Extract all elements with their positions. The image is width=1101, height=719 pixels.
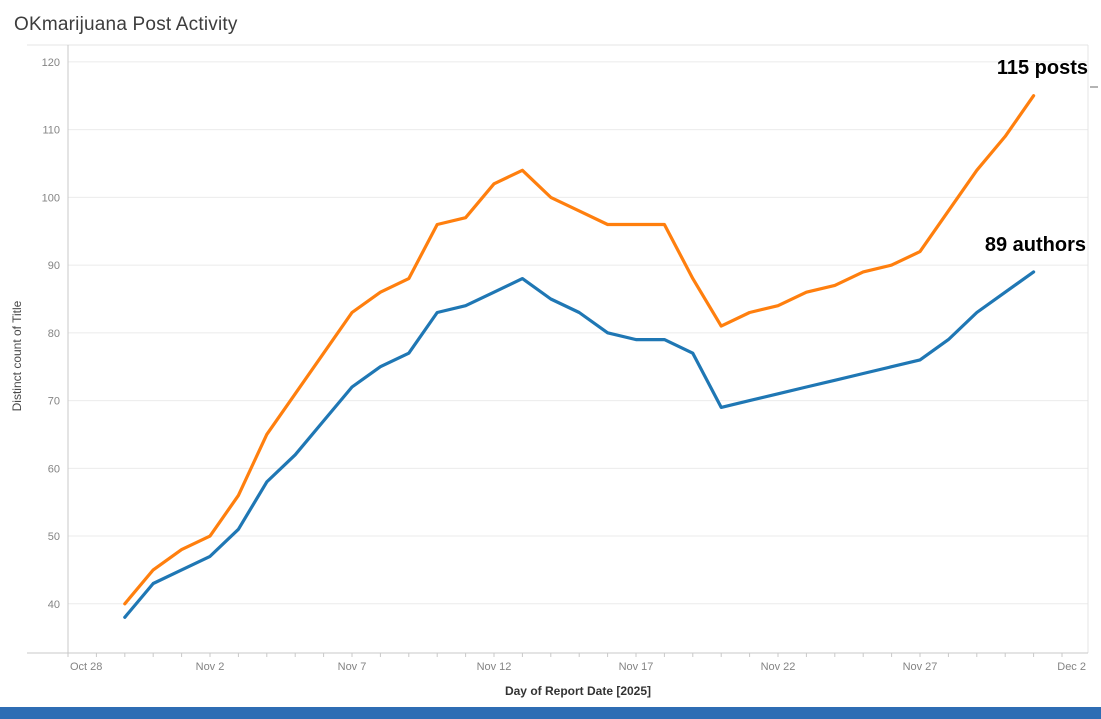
- gridlines: [68, 61, 1088, 605]
- authors-line: [123, 270, 1036, 619]
- y-tick-label: 90: [48, 260, 60, 272]
- y-axis-title: Distinct count of Title: [10, 300, 24, 411]
- x-tick-label: Nov 7: [338, 661, 367, 673]
- chart-title: OKmarijuana Post Activity: [14, 14, 238, 35]
- y-tick-label: 60: [48, 463, 60, 475]
- posts-line: [123, 94, 1036, 606]
- x-tick-label: Nov 17: [619, 661, 654, 673]
- x-tick-label: Nov 12: [477, 661, 512, 673]
- footer-bar: [0, 707, 1101, 719]
- y-tick-label: 120: [42, 57, 60, 69]
- annotation-posts-count: 115 posts: [996, 57, 1088, 79]
- annotation-authors-count: 89 authors: [984, 234, 1086, 256]
- y-tick-label: 70: [48, 396, 60, 408]
- x-tick-label: Dec 2: [1057, 661, 1086, 673]
- x-tick-label: Oct 28: [70, 661, 102, 673]
- x-tick-label: Nov 22: [761, 661, 796, 673]
- y-tick-label: 100: [42, 192, 60, 204]
- y-tick-label: 40: [48, 599, 60, 611]
- axis-tick-labels: 40 50 60 70 80 90 100 110 120 Oct 28 Nov 2 Nov 7 Nov…: [42, 57, 1086, 673]
- axis-ticks: [67, 653, 1063, 657]
- y-tick-label: 50: [48, 531, 60, 543]
- y-tick-label: 110: [42, 125, 60, 137]
- data-series: [123, 94, 1036, 619]
- plot-frame: [27, 44, 1089, 654]
- x-axis-title: Day of Report Date [2025]: [505, 684, 651, 698]
- x-tick-label: Nov 27: [903, 661, 938, 673]
- y-tick-label: 80: [48, 328, 60, 340]
- x-tick-label: Nov 2: [196, 661, 225, 673]
